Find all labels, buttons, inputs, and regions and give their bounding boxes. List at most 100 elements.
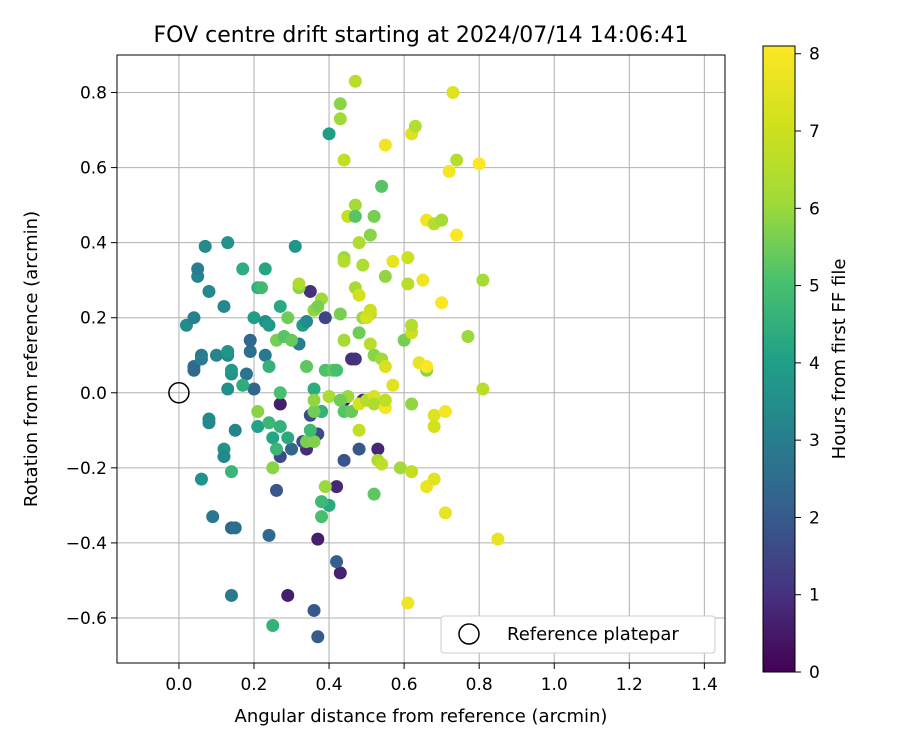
colorbar-tick-label: 2: [809, 508, 820, 528]
grid: [117, 55, 725, 663]
y-axis-ticks: −0.6 −0.4 −0.2 0.0 0.2 0.4 0.6 0.8: [66, 84, 117, 629]
scatter-point: [239, 367, 253, 381]
scatter-point: [187, 363, 201, 377]
scatter-point: [281, 311, 295, 325]
scatter-point: [311, 630, 325, 644]
scatter-point: [224, 363, 238, 377]
scatter-point: [348, 198, 362, 212]
x-axis-ticks: 0.0 0.2 0.4 0.6 0.8 1.0 1.2 1.4: [165, 663, 718, 695]
scatter-point: [285, 333, 299, 347]
colorbar: [762, 45, 796, 673]
scatter-point: [194, 352, 208, 366]
colorbar-tick-label: 1: [809, 586, 820, 606]
chart-title: FOV centre drift starting at 2024/07/14 …: [154, 23, 689, 48]
scatter-point: [386, 378, 400, 392]
scatter-point: [427, 420, 441, 434]
scatter-point: [330, 480, 344, 494]
data-points: [179, 74, 505, 644]
scatter-point: [367, 209, 381, 223]
plot-frame: [116, 54, 726, 664]
scatter-point: [273, 420, 287, 434]
scatter-point: [352, 442, 366, 456]
scatter-point: [435, 296, 449, 310]
scatter-point: [202, 284, 216, 298]
scatter-point: [236, 262, 250, 276]
scatter-point: [187, 311, 201, 325]
scatter-point: [191, 262, 205, 276]
scatter-point: [307, 405, 321, 419]
scatter-point: [363, 337, 377, 351]
scatter-point: [198, 239, 212, 253]
scatter-point: [288, 239, 302, 253]
scatter-point: [251, 420, 265, 434]
scatter-point: [416, 273, 430, 287]
scatter-point: [281, 588, 295, 602]
scatter-point: [307, 603, 321, 617]
scatter-point: [378, 393, 392, 407]
scatter-point: [217, 299, 231, 313]
y-tick-label: 0.6: [80, 159, 107, 179]
scatter-point: [318, 311, 332, 325]
reference-platepar-marker: [168, 382, 190, 404]
scatter-point: [401, 596, 415, 610]
scatter-point: [262, 528, 276, 542]
scatter-point: [266, 618, 280, 632]
scatter-point: [273, 386, 287, 400]
x-tick-label: 0.2: [240, 675, 267, 695]
colorbar-tick-label: 6: [809, 199, 820, 219]
scatter-point: [217, 450, 231, 464]
scatter-point: [378, 269, 392, 283]
x-tick-label: 0.4: [316, 675, 343, 695]
scatter-point: [281, 431, 295, 445]
scatter-point: [367, 487, 381, 501]
scatter-point: [356, 258, 370, 272]
scatter-point: [348, 209, 362, 223]
scatter-point: [401, 251, 415, 265]
y-tick-label: 0.2: [80, 309, 107, 329]
scatter-point: [307, 382, 321, 396]
scatter-point: [476, 273, 490, 287]
scatter-point: [228, 423, 242, 437]
scatter-point: [322, 127, 336, 141]
scatter-point: [330, 363, 344, 377]
scatter-point: [307, 393, 321, 407]
scatter-point: [209, 348, 223, 362]
scatter-point: [266, 431, 280, 445]
colorbar-tick-label: 7: [809, 122, 820, 142]
scatter-point: [322, 390, 336, 404]
scatter-point: [348, 74, 362, 88]
scatter-point: [311, 532, 325, 546]
scatter-point: [371, 442, 385, 456]
scatter-point: [352, 236, 366, 250]
scatter-point: [352, 423, 366, 437]
scatter-point: [285, 442, 299, 456]
scatter-point: [318, 480, 332, 494]
scatter-point: [367, 397, 381, 411]
legend: Reference platepar: [440, 615, 716, 654]
scatter-point: [224, 465, 238, 479]
legend-box: [440, 615, 716, 654]
scatter-point: [438, 506, 452, 520]
scatter-point: [333, 307, 347, 321]
scatter-point: [446, 86, 460, 100]
scatter-point: [221, 382, 235, 396]
scatter-point: [333, 97, 347, 111]
scatter-point: [345, 352, 359, 366]
scatter-point: [405, 397, 419, 411]
scatter-point: [450, 228, 464, 242]
y-tick-label: −0.6: [66, 609, 107, 629]
scatter-point: [491, 532, 505, 546]
scatter-point: [262, 416, 276, 430]
scatter-point: [435, 213, 449, 227]
scatter-point: [427, 408, 441, 422]
scatter-point: [378, 138, 392, 152]
x-tick-label: 0.6: [391, 675, 418, 695]
scatter-point: [405, 465, 419, 479]
scatter-point: [262, 360, 276, 374]
scatter-point: [420, 360, 434, 374]
x-tick-label: 1.2: [616, 675, 643, 695]
scatter-point: [243, 344, 257, 358]
x-tick-label: 0.8: [466, 675, 493, 695]
scatter-point: [363, 303, 377, 317]
